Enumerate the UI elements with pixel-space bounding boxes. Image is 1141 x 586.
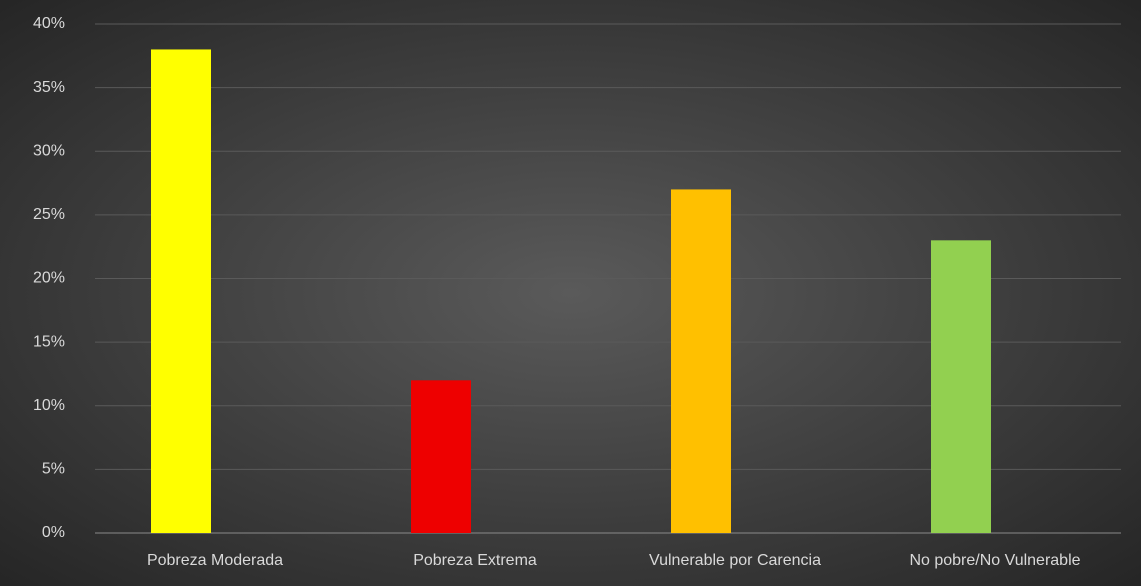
y-tick-label: 15%: [33, 333, 65, 350]
y-tick-label: 0%: [42, 524, 65, 541]
y-tick-label: 25%: [33, 206, 65, 223]
y-tick-label: 20%: [33, 270, 65, 287]
y-tick-label: 5%: [42, 461, 65, 478]
x-tick-label: Pobreza Extrema: [413, 552, 537, 569]
y-tick-label: 10%: [33, 397, 65, 414]
x-tick-label: Pobreza Moderada: [147, 552, 283, 569]
bar: [931, 240, 991, 533]
y-tick-label: 40%: [33, 15, 65, 32]
x-tick-label: No pobre/No Vulnerable: [909, 552, 1080, 569]
bar: [671, 189, 731, 534]
bar: [151, 49, 211, 533]
y-tick-label: 35%: [33, 79, 65, 96]
x-tick-label: Vulnerable por Carencia: [649, 552, 821, 569]
bar: [411, 380, 471, 533]
y-tick-label: 30%: [33, 142, 65, 159]
